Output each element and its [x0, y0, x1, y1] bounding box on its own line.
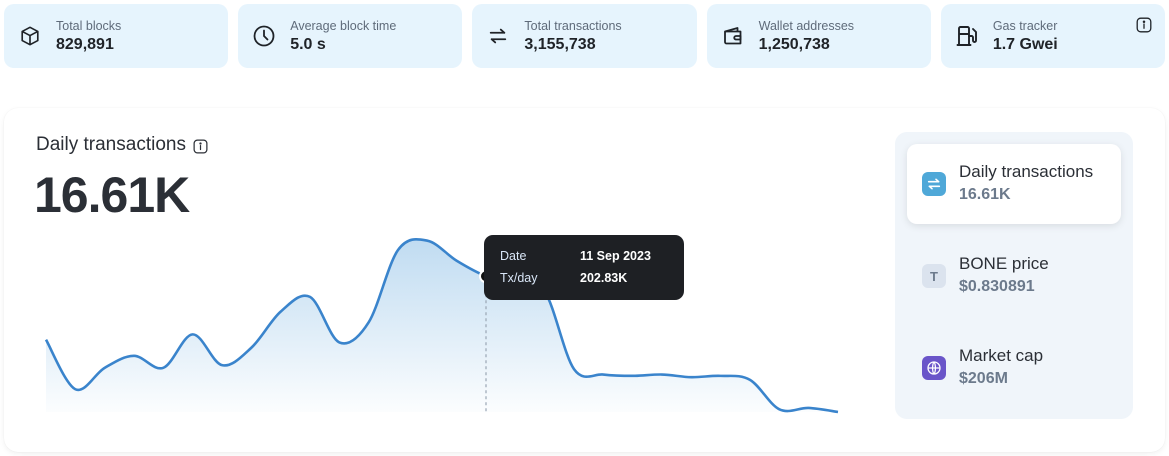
- stat-label: Total transactions: [524, 18, 622, 33]
- metric-value: 16.61K: [959, 186, 1011, 203]
- token-t-icon: T: [922, 264, 946, 288]
- metric-value: $206M: [959, 370, 1008, 387]
- stat-total-blocks: Total blocks 829,891: [4, 4, 229, 68]
- chart-tooltip: Date 11 Sep 2023 Tx/day 202.83K: [484, 235, 684, 300]
- metric-daily-transactions[interactable]: Daily transactions 16.61K: [907, 144, 1121, 224]
- metric-bone-price[interactable]: T BONE price $0.830891: [907, 236, 1121, 316]
- tooltip-date-label: Date: [500, 249, 527, 263]
- wallet-icon: [721, 24, 745, 48]
- metric-value: $0.830891: [959, 278, 1035, 295]
- gas-pump-icon: [955, 24, 979, 48]
- metric-market-cap[interactable]: Market cap $206M: [907, 328, 1121, 408]
- chart-area-fill: [46, 239, 838, 412]
- stat-value: 1.7 Gwei: [992, 35, 1058, 53]
- chart-title-text: Daily transactions: [36, 134, 186, 155]
- info-icon[interactable]: [1136, 17, 1152, 33]
- chart-current-value: 16.61K: [34, 167, 190, 223]
- cube-icon: [18, 24, 42, 48]
- stat-label: Gas tracker: [992, 18, 1058, 33]
- stat-value: 1,250,738: [758, 35, 830, 53]
- stat-label: Wallet addresses: [758, 18, 855, 33]
- tooltip-txday-value: 202.83K: [580, 271, 628, 285]
- stat-average-block-time: Average block time 5.0 s: [238, 4, 463, 68]
- stat-label: Average block time: [290, 18, 397, 33]
- stat-wallet-addresses: Wallet addresses 1,250,738: [706, 4, 931, 68]
- metric-name: Daily transactions: [959, 162, 1094, 181]
- stat-value: 829,891: [56, 35, 114, 53]
- chart-panel: Daily transactions 16.61K Date 11 Sep 20…: [4, 108, 1165, 452]
- metric-list: Daily transactions 16.61K T BONE price $…: [895, 132, 1133, 419]
- chart-series-line: [44, 237, 839, 414]
- stat-value: 5.0 s: [290, 35, 326, 53]
- globe-icon: [922, 356, 946, 380]
- clock-icon: [252, 24, 276, 48]
- stat-gas-tracker: Gas tracker 1.7 Gwei: [940, 4, 1166, 68]
- info-icon[interactable]: [193, 138, 208, 153]
- stat-label: Total blocks: [56, 18, 122, 33]
- transfer-arrows-icon: [922, 172, 946, 196]
- stats-row: Total blocks 829,891 Average block time …: [4, 4, 1166, 68]
- stat-total-transactions: Total transactions 3,155,738: [472, 4, 697, 68]
- tooltip-date-value: 11 Sep 2023: [580, 249, 651, 263]
- daily-transactions-chart[interactable]: [4, 108, 894, 452]
- metric-name: Market cap: [959, 346, 1044, 365]
- transfer-arrows-icon: [486, 24, 510, 48]
- tooltip-txday-label: Tx/day: [500, 271, 538, 285]
- stat-value: 3,155,738: [524, 35, 596, 53]
- chart-title: Daily transactions: [36, 134, 208, 156]
- metric-name: BONE price: [959, 254, 1049, 273]
